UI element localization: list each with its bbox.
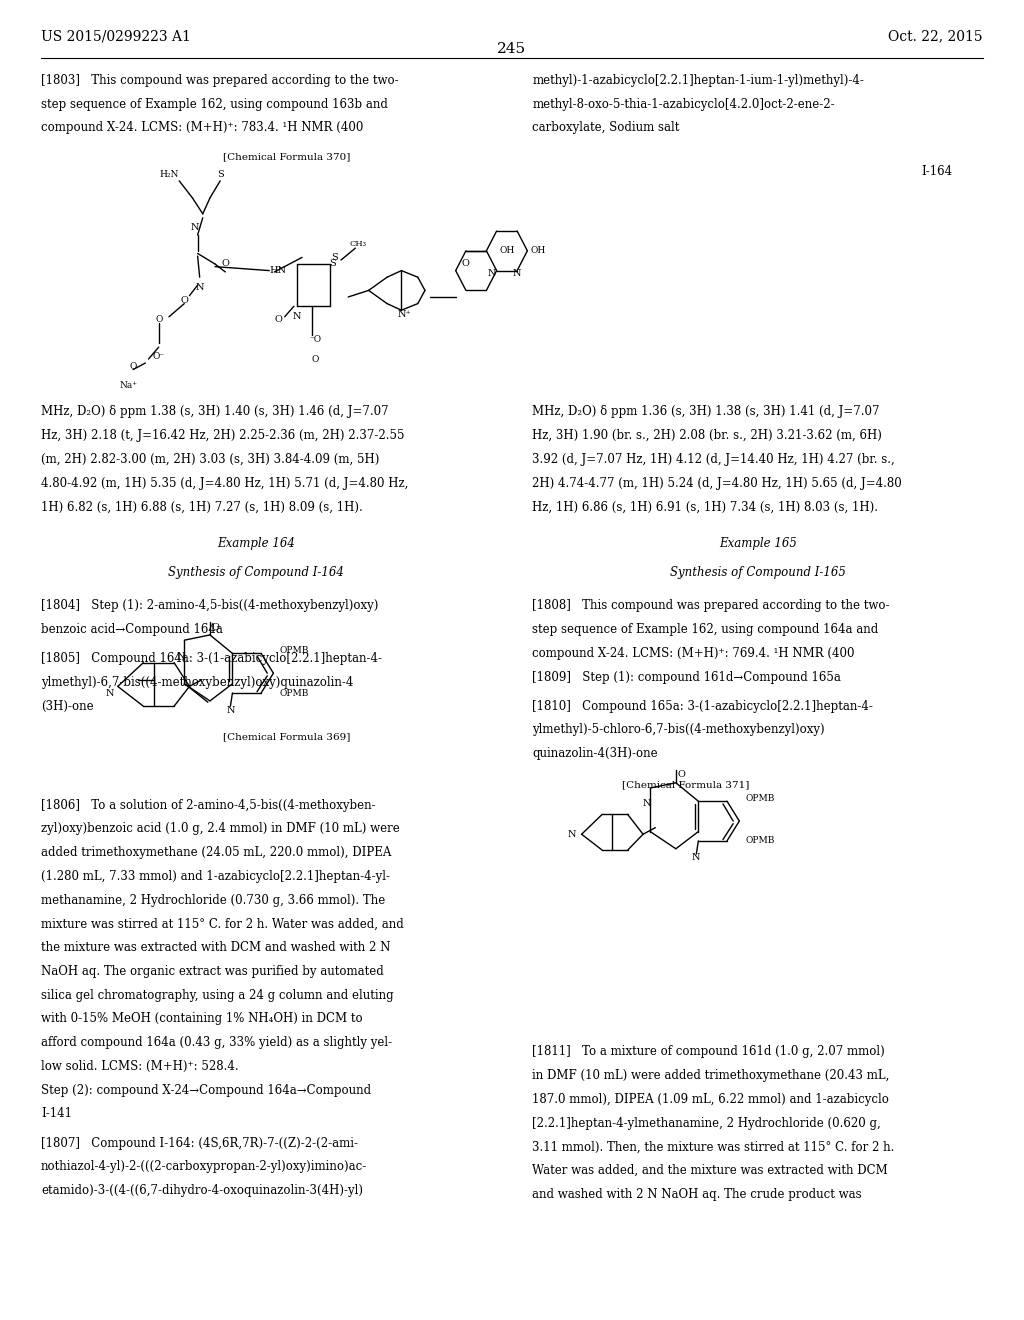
Text: Synthesis of Compound I-165: Synthesis of Compound I-165: [670, 566, 846, 579]
Text: O: O: [274, 315, 283, 323]
Text: compound X-24. LCMS: (M+H)⁺: 783.4. ¹H NMR (400: compound X-24. LCMS: (M+H)⁺: 783.4. ¹H N…: [41, 121, 364, 135]
Text: OH: OH: [530, 247, 546, 255]
Text: step sequence of Example 162, using compound 163b and: step sequence of Example 162, using comp…: [41, 98, 388, 111]
Text: OPMB: OPMB: [745, 795, 775, 803]
Text: Synthesis of Compound I-164: Synthesis of Compound I-164: [168, 566, 344, 579]
Text: afford compound 164a (0.43 g, 33% yield) as a slightly yel-: afford compound 164a (0.43 g, 33% yield)…: [41, 1036, 392, 1049]
Text: in DMF (10 mL) were added trimethoxymethane (20.43 mL,: in DMF (10 mL) were added trimethoxymeth…: [532, 1069, 890, 1082]
Text: 187.0 mmol), DIPEA (1.09 mL, 6.22 mmol) and 1-azabicyclo: 187.0 mmol), DIPEA (1.09 mL, 6.22 mmol) …: [532, 1093, 890, 1106]
Text: N: N: [487, 269, 496, 277]
Text: [1810]   Compound 165a: 3-(1-azabicyclo[2.2.1]heptan-4-: [1810] Compound 165a: 3-(1-azabicyclo[2.…: [532, 700, 873, 713]
Text: [1804]   Step (1): 2-amino-4,5-bis((4-methoxybenzyl)oxy): [1804] Step (1): 2-amino-4,5-bis((4-meth…: [41, 599, 378, 612]
Text: quinazolin-4(3H)-one: quinazolin-4(3H)-one: [532, 747, 658, 760]
Text: ⁻O: ⁻O: [309, 335, 322, 343]
Text: O: O: [155, 315, 163, 323]
Text: US 2015/0299223 A1: US 2015/0299223 A1: [41, 29, 190, 44]
Text: 3.11 mmol). Then, the mixture was stirred at 115° C. for 2 h.: 3.11 mmol). Then, the mixture was stirre…: [532, 1140, 895, 1154]
Text: N: N: [226, 706, 234, 714]
Text: OPMB: OPMB: [280, 647, 309, 655]
Text: added trimethoxymethane (24.05 mL, 220.0 mmol), DIPEA: added trimethoxymethane (24.05 mL, 220.0…: [41, 846, 391, 859]
Text: N: N: [567, 830, 575, 838]
Text: [Chemical Formula 370]: [Chemical Formula 370]: [223, 152, 350, 161]
Text: benzoic acid→Compound 164a: benzoic acid→Compound 164a: [41, 623, 223, 636]
Text: the mixture was extracted with DCM and washed with 2 N: the mixture was extracted with DCM and w…: [41, 941, 390, 954]
Text: O: O: [129, 363, 137, 371]
Text: O: O: [311, 355, 319, 363]
Text: I-141: I-141: [41, 1107, 72, 1121]
Text: 245: 245: [498, 42, 526, 57]
Text: S: S: [330, 260, 336, 268]
Text: Example 164: Example 164: [217, 537, 295, 550]
Text: [1811]   To a mixture of compound 161d (1.0 g, 2.07 mmol): [1811] To a mixture of compound 161d (1.…: [532, 1045, 885, 1059]
Text: Hz, 3H) 1.90 (br. s., 2H) 2.08 (br. s., 2H) 3.21-3.62 (m, 6H): Hz, 3H) 1.90 (br. s., 2H) 2.08 (br. s., …: [532, 429, 883, 442]
Text: O: O: [677, 771, 685, 779]
Text: [1803]   This compound was prepared according to the two-: [1803] This compound was prepared accord…: [41, 74, 398, 87]
Text: Water was added, and the mixture was extracted with DCM: Water was added, and the mixture was ext…: [532, 1164, 888, 1177]
Text: Hz, 1H) 6.86 (s, 1H) 6.91 (s, 1H) 7.34 (s, 1H) 8.03 (s, 1H).: Hz, 1H) 6.86 (s, 1H) 6.91 (s, 1H) 7.34 (…: [532, 500, 879, 513]
Text: [1808]   This compound was prepared according to the two-: [1808] This compound was prepared accord…: [532, 599, 890, 612]
Text: 3.92 (d, J=7.07 Hz, 1H) 4.12 (d, J=14.40 Hz, 1H) 4.27 (br. s.,: 3.92 (d, J=7.07 Hz, 1H) 4.12 (d, J=14.40…: [532, 453, 895, 466]
Text: 1H) 6.82 (s, 1H) 6.88 (s, 1H) 7.27 (s, 1H) 8.09 (s, 1H).: 1H) 6.82 (s, 1H) 6.88 (s, 1H) 7.27 (s, 1…: [41, 500, 362, 513]
Text: O: O: [221, 260, 229, 268]
Text: N: N: [643, 800, 651, 808]
Text: ylmethyl)-5-chloro-6,7-bis((4-methoxybenzyl)oxy): ylmethyl)-5-chloro-6,7-bis((4-methoxyben…: [532, 723, 825, 737]
Text: (3H)-one: (3H)-one: [41, 700, 93, 713]
Text: O⁻: O⁻: [153, 352, 165, 360]
Text: (m, 2H) 2.82-3.00 (m, 2H) 3.03 (s, 3H) 3.84-4.09 (m, 5H): (m, 2H) 2.82-3.00 (m, 2H) 3.03 (s, 3H) 3…: [41, 453, 379, 466]
Text: [1805]   Compound 164a: 3-(1-azabicyclo[2.2.1]heptan-4-: [1805] Compound 164a: 3-(1-azabicyclo[2.…: [41, 652, 382, 665]
Text: [Chemical Formula 371]: [Chemical Formula 371]: [623, 780, 750, 789]
Text: N: N: [177, 652, 185, 660]
Text: mixture was stirred at 115° C. for 2 h. Water was added, and: mixture was stirred at 115° C. for 2 h. …: [41, 917, 403, 931]
Text: [2.2.1]heptan-4-ylmethanamine, 2 Hydrochloride (0.620 g,: [2.2.1]heptan-4-ylmethanamine, 2 Hydroch…: [532, 1117, 882, 1130]
Text: O: O: [180, 297, 188, 305]
Text: compound X-24. LCMS: (M+H)⁺: 769.4. ¹H NMR (400: compound X-24. LCMS: (M+H)⁺: 769.4. ¹H N…: [532, 647, 855, 660]
Text: [1806]   To a solution of 2-amino-4,5-bis((4-methoxyben-: [1806] To a solution of 2-amino-4,5-bis(…: [41, 799, 376, 812]
Text: methyl-8-oxo-5-thia-1-azabicyclo[4.2.0]oct-2-ene-2-: methyl-8-oxo-5-thia-1-azabicyclo[4.2.0]o…: [532, 98, 836, 111]
Text: OPMB: OPMB: [745, 837, 775, 845]
Text: OPMB: OPMB: [280, 689, 309, 697]
Text: low solid. LCMS: (M+H)⁺: 528.4.: low solid. LCMS: (M+H)⁺: 528.4.: [41, 1060, 239, 1073]
Text: S: S: [332, 253, 338, 261]
Text: MHz, D₂O) δ ppm 1.36 (s, 3H) 1.38 (s, 3H) 1.41 (d, J=7.07: MHz, D₂O) δ ppm 1.36 (s, 3H) 1.38 (s, 3H…: [532, 405, 880, 418]
Text: MHz, D₂O) δ ppm 1.38 (s, 3H) 1.40 (s, 3H) 1.46 (d, J=7.07: MHz, D₂O) δ ppm 1.38 (s, 3H) 1.40 (s, 3H…: [41, 405, 388, 418]
Text: O: O: [211, 623, 219, 631]
Text: N: N: [196, 284, 204, 292]
Text: methanamine, 2 Hydrochloride (0.730 g, 3.66 mmol). The: methanamine, 2 Hydrochloride (0.730 g, 3…: [41, 894, 385, 907]
Text: HN: HN: [269, 267, 287, 275]
Text: S: S: [217, 170, 223, 178]
Text: N: N: [293, 313, 301, 321]
Text: [Chemical Formula 369]: [Chemical Formula 369]: [223, 733, 350, 742]
Text: N: N: [692, 854, 700, 862]
Text: Na⁺: Na⁺: [119, 381, 137, 389]
Text: NaOH aq. The organic extract was purified by automated: NaOH aq. The organic extract was purifie…: [41, 965, 384, 978]
Text: [1807]   Compound I-164: (4S,6R,7R)-7-((Z)-2-(2-ami-: [1807] Compound I-164: (4S,6R,7R)-7-((Z)…: [41, 1137, 358, 1150]
Text: Oct. 22, 2015: Oct. 22, 2015: [889, 29, 983, 44]
Text: N: N: [105, 689, 114, 697]
Text: N: N: [513, 269, 521, 277]
Text: N⁺: N⁺: [397, 310, 412, 318]
Text: N: N: [190, 223, 199, 231]
Text: I-164: I-164: [922, 165, 952, 178]
Text: carboxylate, Sodium salt: carboxylate, Sodium salt: [532, 121, 680, 135]
Text: Example 165: Example 165: [719, 537, 797, 550]
Text: (1.280 mL, 7.33 mmol) and 1-azabicyclo[2.2.1]heptan-4-yl-: (1.280 mL, 7.33 mmol) and 1-azabicyclo[2…: [41, 870, 390, 883]
Text: [1809]   Step (1): compound 161d→Compound 165a: [1809] Step (1): compound 161d→Compound …: [532, 671, 842, 684]
Text: silica gel chromatography, using a 24 g column and eluting: silica gel chromatography, using a 24 g …: [41, 989, 393, 1002]
Text: CH₃: CH₃: [350, 240, 367, 248]
Text: step sequence of Example 162, using compound 164a and: step sequence of Example 162, using comp…: [532, 623, 879, 636]
Text: with 0-15% MeOH (containing 1% NH₄OH) in DCM to: with 0-15% MeOH (containing 1% NH₄OH) in…: [41, 1012, 362, 1026]
Text: Step (2): compound X-24→Compound 164a→Compound: Step (2): compound X-24→Compound 164a→Co…: [41, 1084, 371, 1097]
Text: H₂N: H₂N: [160, 170, 179, 178]
Text: 4.80-4.92 (m, 1H) 5.35 (d, J=4.80 Hz, 1H) 5.71 (d, J=4.80 Hz,: 4.80-4.92 (m, 1H) 5.35 (d, J=4.80 Hz, 1H…: [41, 477, 409, 490]
Text: nothiazol-4-yl)-2-(((2-carboxypropan-2-yl)oxy)imino)ac-: nothiazol-4-yl)-2-(((2-carboxypropan-2-y…: [41, 1160, 368, 1173]
Text: Hz, 3H) 2.18 (t, J=16.42 Hz, 2H) 2.25-2.36 (m, 2H) 2.37-2.55: Hz, 3H) 2.18 (t, J=16.42 Hz, 2H) 2.25-2.…: [41, 429, 404, 442]
Text: methyl)-1-azabicyclo[2.2.1]heptan-1-ium-1-yl)methyl)-4-: methyl)-1-azabicyclo[2.2.1]heptan-1-ium-…: [532, 74, 864, 87]
Text: O: O: [462, 260, 470, 268]
Text: etamido)-3-((4-((6,7-dihydro-4-oxoquinazolin-3(4H)-yl): etamido)-3-((4-((6,7-dihydro-4-oxoquinaz…: [41, 1184, 362, 1197]
Text: 2H) 4.74-4.77 (m, 1H) 5.24 (d, J=4.80 Hz, 1H) 5.65 (d, J=4.80: 2H) 4.74-4.77 (m, 1H) 5.24 (d, J=4.80 Hz…: [532, 477, 902, 490]
Text: OH: OH: [500, 247, 515, 255]
Text: and washed with 2 N NaOH aq. The crude product was: and washed with 2 N NaOH aq. The crude p…: [532, 1188, 862, 1201]
Text: zyl)oxy)benzoic acid (1.0 g, 2.4 mmol) in DMF (10 mL) were: zyl)oxy)benzoic acid (1.0 g, 2.4 mmol) i…: [41, 822, 399, 836]
Text: ylmethyl)-6,7-bis((4-methoxybenzyl)oxy)quinazolin-4: ylmethyl)-6,7-bis((4-methoxybenzyl)oxy)q…: [41, 676, 353, 689]
